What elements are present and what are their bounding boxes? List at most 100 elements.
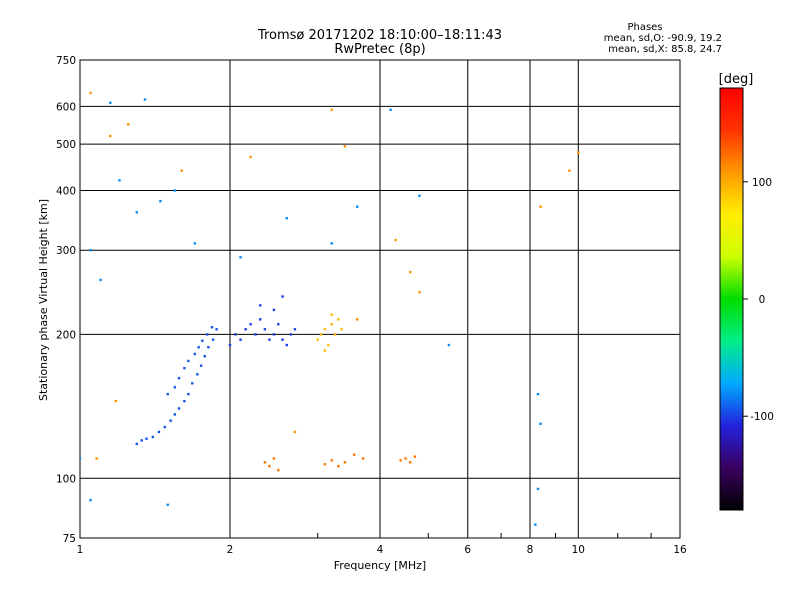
grid-lines (80, 60, 680, 538)
data-points (80, 91, 580, 526)
colorbar-tick-label: 100 (752, 177, 772, 189)
data-point (210, 326, 214, 329)
data-point (409, 461, 412, 464)
data-point (340, 328, 343, 331)
data-point (239, 256, 242, 259)
data-point (199, 364, 203, 367)
data-point (151, 435, 155, 439)
data-point (333, 333, 337, 336)
data-point (404, 457, 407, 460)
data-point (259, 318, 262, 321)
data-point (143, 98, 147, 101)
y-tick-label: 750 (56, 55, 76, 67)
data-point (330, 242, 333, 245)
data-point (320, 333, 323, 336)
data-point (196, 373, 199, 376)
data-point (109, 101, 112, 105)
y-axis-label: Stationary phase Virtual Height [km] (37, 199, 50, 401)
data-point (180, 169, 183, 172)
data-point (277, 468, 280, 472)
data-point (89, 498, 92, 502)
colorbar-ticks: -100 0 100 (743, 177, 774, 423)
data-point (193, 352, 197, 356)
data-point (183, 366, 186, 370)
data-point (534, 523, 537, 526)
data-point (205, 333, 209, 336)
data-point (193, 242, 197, 245)
data-point (268, 464, 271, 468)
data-point (330, 459, 333, 462)
data-point (539, 422, 542, 426)
data-point (327, 343, 330, 347)
data-point (114, 399, 118, 403)
data-point (389, 108, 392, 112)
data-point (536, 487, 540, 491)
data-point (95, 457, 98, 460)
colorbar-tick-label: 0 (759, 294, 766, 306)
data-point (272, 333, 276, 336)
data-point (281, 295, 284, 298)
x-tick-label: 1 (77, 544, 84, 556)
data-point (316, 338, 319, 341)
data-point (293, 430, 297, 434)
stats-x: mean, sd,X: 85.8, 24.7 (608, 44, 722, 55)
data-point (211, 338, 215, 341)
data-point (135, 211, 138, 214)
data-point (118, 179, 121, 182)
y-tick-label: 500 (56, 139, 76, 151)
y-tick-label: 400 (56, 185, 76, 197)
x-axis-label: Frequency [MHz] (334, 559, 426, 572)
data-point (187, 392, 190, 396)
data-point (228, 343, 232, 347)
data-point (249, 155, 252, 159)
data-point (536, 392, 540, 396)
data-point (177, 376, 181, 380)
x-tick-label: 4 (377, 544, 384, 556)
data-point (577, 151, 580, 154)
chart-title: Tromsø 20171202 18:10:00–18:11:43 (257, 28, 502, 43)
data-point (197, 346, 200, 349)
colorbar (719, 87, 744, 511)
data-point (272, 457, 276, 460)
data-point (263, 328, 267, 331)
data-point (157, 430, 161, 434)
data-point (418, 194, 421, 197)
data-point (207, 346, 210, 349)
data-point (293, 328, 297, 331)
y-tick-label: 600 (56, 101, 76, 113)
data-point (215, 328, 218, 331)
data-point (109, 134, 112, 138)
data-point (277, 323, 280, 326)
stats-header: Phases (627, 22, 662, 33)
data-point (568, 169, 571, 172)
data-point (145, 437, 148, 440)
data-point (89, 249, 92, 252)
data-point (203, 355, 206, 358)
data-point (323, 349, 327, 352)
data-point (399, 459, 402, 462)
data-point (127, 123, 130, 126)
data-point (234, 333, 237, 336)
data-point (173, 386, 177, 389)
stats-o: mean, sd,O: -90.9, 19.2 (604, 33, 722, 44)
data-point (355, 205, 359, 208)
x-tick-label: 8 (527, 544, 534, 556)
data-point (337, 464, 340, 468)
data-point (254, 333, 257, 336)
data-point (539, 205, 542, 208)
data-point (80, 457, 82, 460)
data-point (343, 145, 347, 148)
data-point (447, 343, 451, 347)
data-point (173, 189, 177, 192)
data-point (163, 425, 167, 429)
data-point (330, 323, 333, 326)
data-point (183, 399, 186, 403)
data-point (187, 359, 190, 363)
x-tick-label: 16 (673, 544, 687, 556)
data-point (99, 278, 102, 282)
data-point (166, 503, 169, 507)
data-point (355, 318, 359, 321)
data-point (244, 328, 247, 331)
y-tick-label: 300 (56, 245, 76, 257)
